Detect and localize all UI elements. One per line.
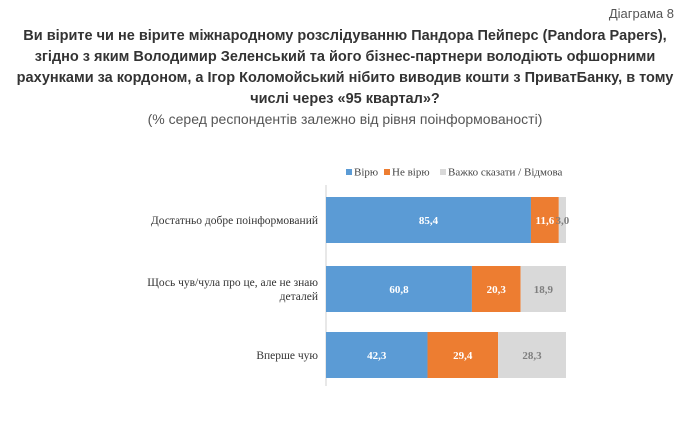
legend-label: Вірю: [354, 167, 378, 179]
bar-segment: [520, 266, 566, 312]
legend-label: Важко сказати / Відмова: [448, 167, 562, 179]
bar-segment: [530, 197, 559, 243]
bar-segment: [558, 197, 566, 243]
category-label: Щось чув/чула про це, але не знаю: [147, 277, 318, 289]
bar-segment: [326, 266, 472, 312]
category-label: Вперше чую: [256, 350, 318, 362]
chart-title-line: рахунками за кордоном, а Ігор Коломойськ…: [16, 70, 674, 86]
chart-title-line: числі через «95 квартал»?: [250, 91, 440, 107]
legend-marker: [440, 169, 446, 175]
data-label: 42,3: [367, 350, 387, 362]
data-label: 18,9: [534, 284, 554, 296]
legend-marker: [384, 169, 390, 175]
data-label: 3,0: [556, 215, 570, 227]
bar-segment: [326, 197, 531, 243]
chart-title-line: Ви вірите чи не вірите міжнародному розс…: [23, 28, 667, 44]
legend-label: Не вірю: [392, 167, 430, 179]
chart-subtitle: (% серед респондентів залежно від рівня …: [147, 111, 543, 127]
diagram-number-label: Діаграма 8: [608, 6, 674, 21]
category-label: Достатньо добре поінформований: [151, 215, 318, 227]
chart-title: Ви вірите чи не вірите міжнародному розс…: [14, 26, 676, 110]
bar-segment: [326, 332, 428, 378]
bar-segment: [471, 266, 521, 312]
category-label: деталей: [280, 291, 318, 303]
chart-title-line: згідно з яким Володимир Зеленський та йо…: [34, 49, 656, 65]
data-label: 28,3: [522, 350, 542, 362]
data-label: 60,8: [389, 284, 409, 296]
data-label: 29,4: [453, 350, 473, 362]
bar-segment: [498, 332, 566, 378]
data-label: 11,6: [536, 215, 555, 227]
bar-segment: [427, 332, 499, 378]
data-label: 85,4: [419, 215, 439, 227]
legend-marker: [346, 169, 352, 175]
data-label: 20,3: [487, 284, 507, 296]
